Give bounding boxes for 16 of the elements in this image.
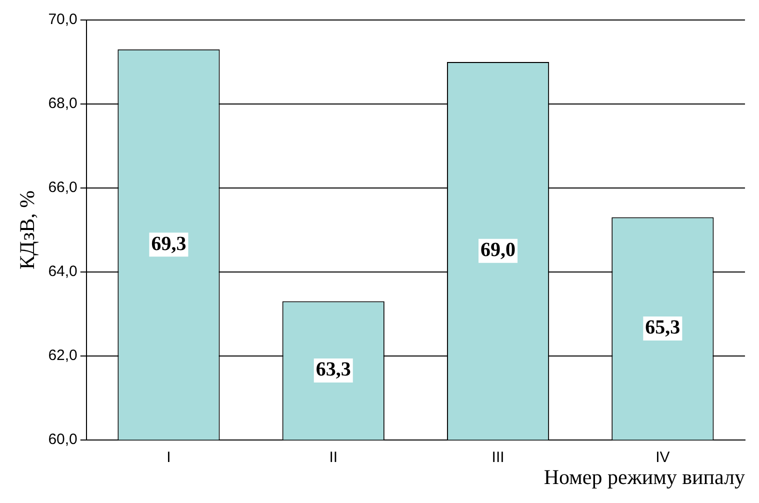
x-tick-label: II: [329, 448, 338, 466]
x-axis-title: Номер режиму випалу: [544, 464, 746, 489]
data-label: 63,3: [316, 358, 351, 381]
data-label: 69,3: [151, 232, 186, 255]
y-tick-label: 66,0: [48, 179, 78, 196]
y-tick-label: 64,0: [48, 263, 78, 280]
y-tick-label: 62,0: [48, 346, 78, 364]
x-tick-label: IV: [656, 448, 670, 466]
data-label: 69,0: [480, 239, 516, 262]
y-tick-label: 60,0: [48, 430, 78, 448]
data-label: 65,3: [645, 316, 680, 339]
y-axis-title: КДзВ, %: [15, 190, 40, 270]
y-tick-label: 68,0: [48, 95, 78, 112]
x-tick-label: III: [492, 448, 504, 466]
x-tick-label: I: [166, 448, 171, 466]
y-tick-label: 70,0: [48, 11, 78, 28]
